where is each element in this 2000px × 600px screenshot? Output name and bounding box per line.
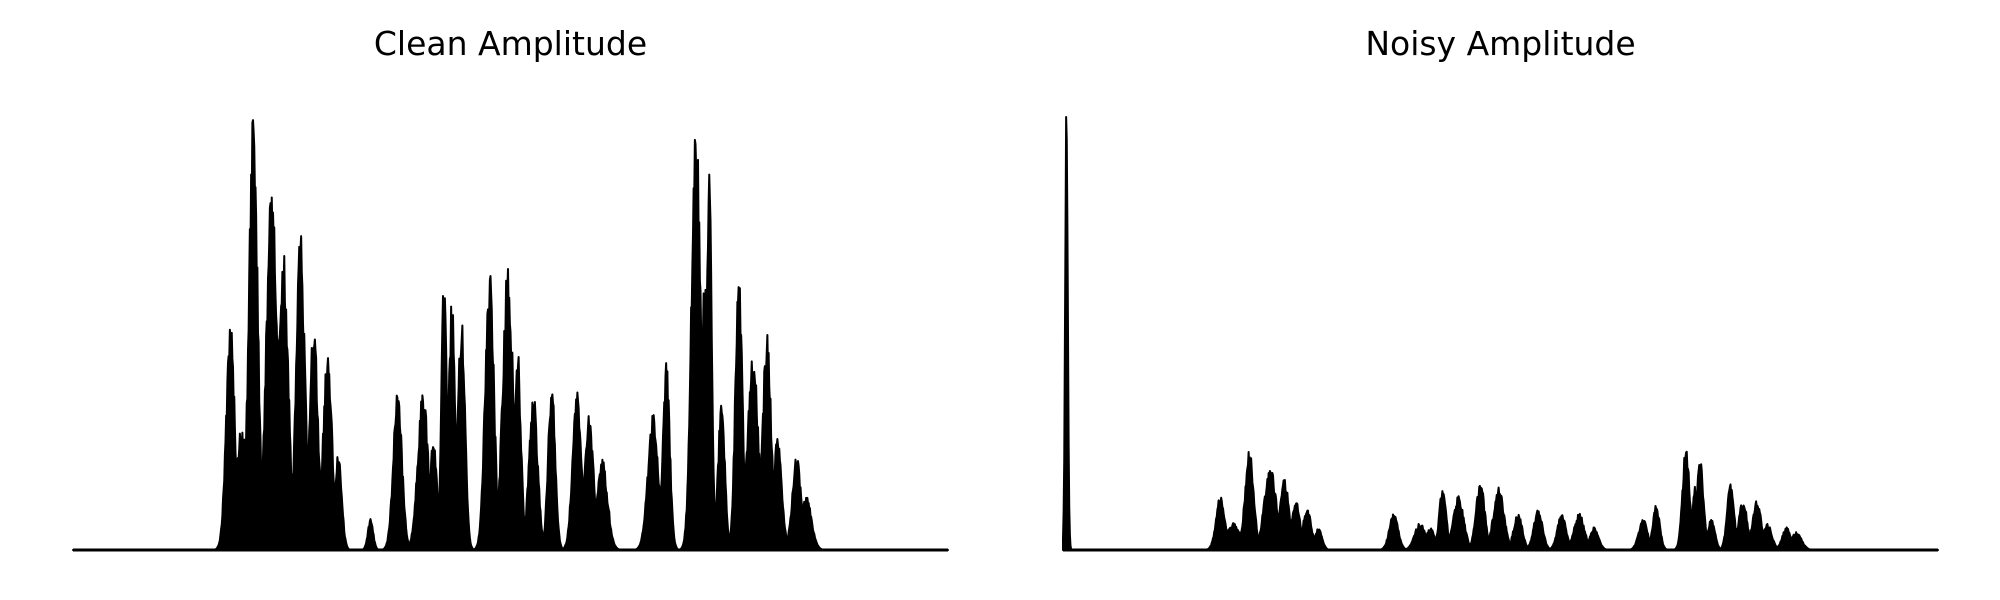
peak-33 — [776, 436, 778, 438]
peak-17 — [507, 263, 509, 265]
peak-7 — [327, 345, 329, 347]
clean-amplitude-panel: Clean Amplitude — [72, 0, 949, 600]
peak-15 — [461, 313, 463, 315]
noisy-amplitude-title: Noisy Amplitude — [1365, 24, 1636, 63]
peak-1 — [241, 426, 243, 428]
peak-35 — [805, 495, 807, 497]
peak-20 — [551, 376, 553, 378]
peak-0 — [1066, 95, 1068, 97]
peak-4 — [282, 240, 284, 242]
peak-14 — [451, 299, 453, 301]
noisy-amplitude-panel: Noisy Amplitude — [1062, 0, 1939, 600]
peak-32 — [766, 331, 768, 333]
peak-12 — [433, 436, 435, 438]
peak-6 — [313, 322, 315, 324]
peak-5 — [300, 227, 302, 229]
peak-16 — [489, 258, 491, 260]
peak-34 — [796, 454, 798, 456]
peak-30 — [738, 258, 740, 260]
peak-25 — [1699, 458, 1701, 460]
peak-23 — [1685, 445, 1687, 447]
peak-22 — [588, 413, 590, 415]
clean-amplitude-title: Clean Amplitude — [373, 24, 648, 63]
peak-3 — [271, 177, 273, 179]
noisy-amplitude-plot — [1062, 95, 1939, 552]
peak-14 — [1479, 481, 1481, 483]
peak-18 — [517, 345, 519, 347]
peak-21 — [1642, 517, 1644, 519]
peak-5 — [1283, 476, 1285, 478]
peak-25 — [665, 358, 667, 360]
peak-6 — [1295, 499, 1297, 501]
peak-21 — [576, 381, 578, 383]
peak-19 — [532, 390, 534, 392]
peak-8 — [1318, 526, 1320, 528]
peak-8 — [337, 449, 339, 451]
amplitude-area — [1062, 115, 1939, 551]
peak-3 — [1248, 449, 1250, 451]
amplitude-area — [72, 119, 949, 551]
peak-26 — [1710, 517, 1712, 519]
peak-28 — [708, 154, 710, 156]
peak-0 — [230, 322, 232, 324]
peak-11 — [422, 390, 424, 392]
peak-1 — [1220, 495, 1222, 497]
clean-amplitude-plot — [72, 95, 949, 552]
peak-26 — [695, 95, 697, 97]
peak-31 — [752, 345, 754, 347]
peak-27 — [704, 277, 706, 279]
peak-10 — [397, 390, 399, 392]
peak-27 — [1730, 481, 1732, 483]
peak-13 — [443, 268, 445, 270]
peak-4 — [1269, 467, 1271, 469]
peak-28 — [1742, 499, 1744, 501]
peak-12 — [1442, 485, 1444, 487]
peak-2 — [252, 104, 254, 106]
